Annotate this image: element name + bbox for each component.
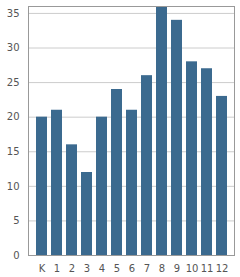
svg-text:15: 15 [7,146,20,157]
svg-text:12: 12 [216,263,229,274]
svg-text:1: 1 [54,263,60,274]
svg-text:20: 20 [7,111,20,122]
svg-text:0: 0 [13,250,19,261]
svg-text:11: 11 [201,263,214,274]
svg-text:6: 6 [129,263,135,274]
svg-text:3: 3 [84,263,90,274]
svg-text:35: 35 [7,8,20,19]
svg-text:8: 8 [159,263,165,274]
svg-text:25: 25 [7,77,20,88]
svg-text:10: 10 [186,263,199,274]
svg-text:2: 2 [69,263,75,274]
svg-text:10: 10 [7,181,20,192]
svg-text:5: 5 [13,215,19,226]
svg-text:30: 30 [7,42,20,53]
svg-text:5: 5 [114,263,120,274]
svg-text:7: 7 [144,263,150,274]
svg-text:K: K [39,263,46,274]
svg-text:4: 4 [99,263,105,274]
svg-text:9: 9 [174,263,180,274]
